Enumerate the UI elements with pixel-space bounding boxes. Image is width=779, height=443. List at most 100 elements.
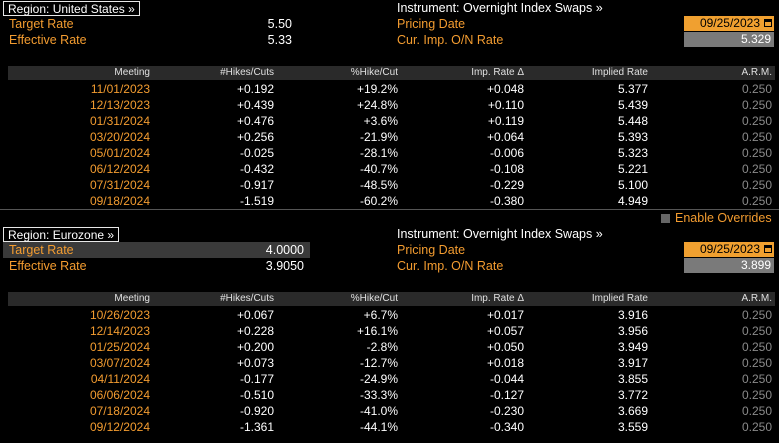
cell-pct: -40.7% (359, 162, 398, 176)
table-row[interactable]: 01/31/2024 +0.476 +3.6% +0.119 5.448 0.250 (8, 113, 775, 129)
table-row[interactable]: 03/20/2024 +0.256 -21.9% +0.064 5.393 0.250 (8, 129, 775, 145)
table-row[interactable]: 09/12/2024 -1.361 -44.1% -0.340 3.559 0.250 (8, 419, 775, 435)
cell-implied: 5.393 (617, 130, 648, 144)
calendar-icon[interactable] (764, 19, 772, 27)
cell-meeting: 04/11/2024 (90, 372, 150, 386)
cell-meeting: 05/01/2024 (89, 146, 150, 160)
cell-implied: 3.772 (617, 388, 648, 402)
eu-cur-imp-field[interactable]: 3.899 (684, 258, 774, 273)
cell-hikes: +0.228 (236, 324, 274, 338)
us-target-rate-value: 5.50 (267, 17, 292, 31)
eu-instrument-link[interactable]: Instrument: Overnight Index Swaps » (397, 227, 603, 241)
cell-meeting: 09/18/2024 (89, 194, 150, 208)
region-us-button[interactable]: Region: United States » (3, 1, 140, 16)
table-row[interactable]: 07/31/2024 -0.917 -48.5% -0.229 5.100 0.250 (8, 177, 775, 193)
cell-implied: 3.917 (617, 356, 648, 370)
cell-implied: 3.956 (617, 324, 648, 338)
eu-pricing-date-field[interactable]: 09/25/2023 (684, 242, 774, 257)
col-arm-header: A.R.M. (741, 67, 772, 78)
table-row[interactable]: 04/11/2024 -0.177 -24.9% -0.044 3.855 0.250 (8, 371, 775, 387)
eu-target-rate-highlight (3, 242, 310, 258)
cell-meeting: 12/13/2023 (89, 98, 150, 112)
cell-imp-delta: +0.017 (486, 308, 524, 322)
cell-arm: 0.250 (741, 388, 772, 402)
cell-pct: -41.0% (359, 404, 398, 418)
col-imp-delta-header: Imp. Rate Δ (471, 67, 524, 78)
cell-meeting: 03/07/2024 (89, 356, 150, 370)
us-effective-rate-value: 5.33 (267, 33, 292, 47)
eu-cur-imp-label: Cur. Imp. O/N Rate (397, 259, 504, 273)
eu-table-header: Meeting #Hikes/Cuts %Hike/Cut Imp. Rate … (8, 292, 775, 306)
enable-overrides-checkbox[interactable] (661, 214, 670, 223)
table-row[interactable]: 01/25/2024 +0.200 -2.8% +0.050 3.949 0.250 (8, 339, 775, 355)
cell-hikes: -0.177 (239, 372, 274, 386)
col-imp-delta-header: Imp. Rate Δ (471, 293, 524, 304)
us-pricing-date-label: Pricing Date (397, 17, 466, 31)
cell-pct: +3.6% (363, 114, 398, 128)
table-row[interactable]: 10/26/2023 +0.067 +6.7% +0.017 3.916 0.250 (8, 307, 775, 323)
cell-arm: 0.250 (741, 130, 772, 144)
cell-hikes: +0.067 (236, 308, 274, 322)
cell-implied: 4.949 (617, 194, 648, 208)
us-pricing-date-field[interactable]: 09/25/2023 (684, 16, 774, 31)
cell-imp-delta: -0.340 (489, 420, 524, 434)
table-row[interactable]: 11/01/2023 +0.192 +19.2% +0.048 5.377 0.250 (8, 81, 775, 97)
cell-pct: -28.1% (359, 146, 398, 160)
cell-pct: +16.1% (356, 324, 398, 338)
table-row[interactable]: 03/07/2024 +0.073 -12.7% +0.018 3.917 0.250 (8, 355, 775, 371)
cell-pct: +24.8% (356, 98, 398, 112)
table-row[interactable]: 06/06/2024 -0.510 -33.3% -0.127 3.772 0.250 (8, 387, 775, 403)
cell-meeting: 03/20/2024 (89, 130, 150, 144)
cell-imp-delta: -0.006 (489, 146, 524, 160)
cell-meeting: 07/31/2024 (89, 178, 150, 192)
cell-hikes: -1.519 (239, 194, 274, 208)
cell-meeting: 06/12/2024 (89, 162, 150, 176)
cell-pct: -48.5% (359, 178, 398, 192)
cell-arm: 0.250 (741, 404, 772, 418)
cell-pct: -21.9% (359, 130, 398, 144)
cell-implied: 3.916 (617, 308, 648, 322)
col-pct-header: %Hike/Cut (350, 293, 398, 304)
cell-implied: 5.377 (617, 82, 648, 96)
eu-target-rate-value[interactable]: 4.0000 (265, 243, 304, 257)
cell-implied: 5.448 (617, 114, 648, 128)
calendar-icon[interactable] (764, 245, 772, 253)
us-pricing-date-value: 09/25/2023 (699, 16, 760, 30)
cell-implied: 5.221 (617, 162, 648, 176)
cell-arm: 0.250 (741, 114, 772, 128)
cell-hikes: -0.920 (239, 404, 274, 418)
table-row[interactable]: 06/12/2024 -0.432 -40.7% -0.108 5.221 0.250 (8, 161, 775, 177)
cell-implied: 3.855 (617, 372, 648, 386)
us-effective-rate-label: Effective Rate (9, 33, 87, 47)
region-eu-button[interactable]: Region: Eurozone » (3, 227, 120, 242)
cell-meeting: 01/31/2024 (89, 114, 150, 128)
cell-pct: -12.7% (359, 356, 398, 370)
cell-imp-delta: +0.110 (487, 98, 524, 112)
cell-hikes: -0.025 (239, 146, 274, 160)
table-row[interactable]: 07/18/2024 -0.920 -41.0% -0.230 3.669 0.250 (8, 403, 775, 419)
cell-imp-delta: +0.119 (487, 114, 524, 128)
cell-pct: +19.2% (356, 82, 398, 96)
cell-implied: 3.669 (617, 404, 648, 418)
enable-overrides-label[interactable]: Enable Overrides (675, 211, 772, 225)
cell-imp-delta: +0.018 (486, 356, 524, 370)
us-instrument-link[interactable]: Instrument: Overnight Index Swaps » (397, 1, 603, 15)
cell-pct: -2.8% (366, 340, 398, 354)
us-target-rate-label: Target Rate (9, 17, 74, 31)
cell-arm: 0.250 (741, 194, 772, 208)
us-cur-imp-label: Cur. Imp. O/N Rate (397, 33, 504, 47)
cell-hikes: +0.439 (236, 98, 274, 112)
table-row[interactable]: 09/18/2024 -1.519 -60.2% -0.380 4.949 0.250 (8, 193, 775, 209)
table-row[interactable]: 12/14/2023 +0.228 +16.1% +0.057 3.956 0.250 (8, 323, 775, 339)
table-row[interactable]: 12/13/2023 +0.439 +24.8% +0.110 5.439 0.250 (8, 97, 775, 113)
cell-imp-delta: -0.230 (489, 404, 524, 418)
us-cur-imp-field[interactable]: 5.329 (684, 32, 774, 47)
cell-hikes: -0.917 (239, 178, 274, 192)
eu-pricing-date-label: Pricing Date (397, 243, 466, 257)
cell-arm: 0.250 (741, 356, 772, 370)
cell-pct: +6.7% (363, 308, 398, 322)
cell-hikes: -0.510 (239, 388, 274, 402)
table-row[interactable]: 05/01/2024 -0.025 -28.1% -0.006 5.323 0.250 (8, 145, 775, 161)
cell-imp-delta: -0.380 (489, 194, 524, 208)
col-hikes-header: #Hikes/Cuts (220, 293, 274, 304)
